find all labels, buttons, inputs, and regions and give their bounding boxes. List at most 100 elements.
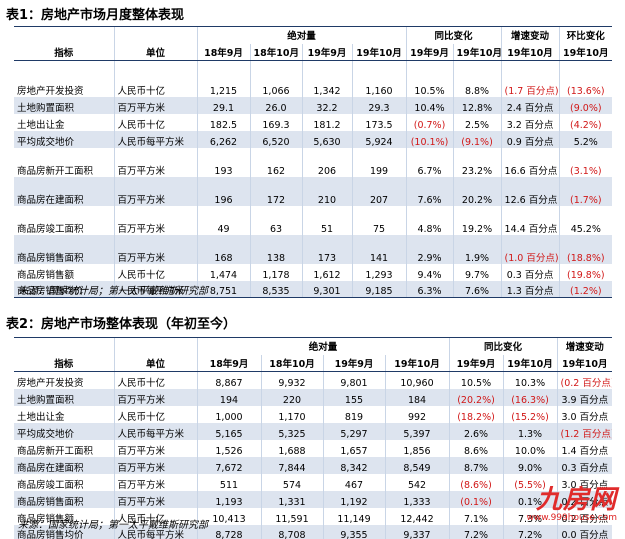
value-cell: 9.0%	[502, 456, 558, 474]
column-header: 指标	[14, 354, 114, 372]
table2-title: 表2：房地产市场整体表现（年初至今）	[6, 317, 237, 332]
value-cell: 7.3%	[502, 507, 558, 525]
value-cell: 2.5%	[452, 113, 502, 131]
value-cell: 1.3 百分点	[500, 280, 560, 298]
value-cell: 7.6%	[405, 176, 454, 206]
value-cell: (15.2%)	[502, 405, 558, 423]
value-cell: 11,149	[322, 507, 385, 525]
header-group: 同比变化	[405, 26, 502, 44]
column-header: 18年10月	[249, 43, 302, 61]
value-cell: 23.2%	[452, 147, 502, 177]
header-spacer	[113, 337, 197, 355]
header-spacer	[14, 337, 114, 355]
column-header: 18年9月	[196, 43, 250, 61]
value-cell: 7,672	[196, 456, 261, 474]
table-row: 商品房销售额 人民币十亿 1,474 1,178 1,612 1,293 9.4% 9.7% 0…	[14, 263, 613, 281]
value-cell: 1,331	[260, 490, 323, 508]
table1: 绝对量 同比变化 增速变动 环比变化 指标 单位 18年9月 18年10月 19年9月 19年10…	[14, 26, 613, 298]
value-cell: (9.1%)	[452, 130, 502, 148]
indicator-cell: 房地产开发投资	[17, 377, 84, 389]
value-cell: 10.4%	[405, 96, 454, 114]
value-cell: 0.3 百分点	[500, 263, 560, 281]
value-cell: 1,066	[249, 60, 302, 97]
table-row: 土地购置面积 百万平方米 29.1 26.0 32.2 29.3 10.4% 12.8% 2.4…	[14, 96, 613, 114]
value-cell: 5,165	[196, 422, 261, 440]
value-cell: 196	[196, 176, 250, 206]
value-cell: 8.7%	[448, 456, 504, 474]
value-cell: 1,192	[322, 490, 385, 508]
value-cell: 8,342	[322, 456, 385, 474]
header-column-row: 指标 单位 18年9月 18年10月 19年9月 19年10月 19年9月 19年10月 19年…	[14, 354, 613, 372]
value-cell: 3.0 百分点	[556, 473, 613, 491]
value-cell: (0.1%)	[448, 490, 504, 508]
value-cell: 1,688	[260, 439, 323, 457]
table-row: 房地产开发投资 人民币十亿 8,867 9,932 9,801 10,960 10.5% 10…	[14, 371, 613, 389]
value-cell: 1,612	[301, 263, 352, 281]
value-cell: 181.2	[301, 113, 352, 131]
indicator-cell: 房地产开发投资	[17, 85, 84, 97]
value-cell: 1,333	[384, 490, 450, 508]
value-cell: 7.6%	[452, 280, 502, 298]
value-cell: 9,337	[384, 524, 450, 539]
value-cell: 0.2 百分点	[556, 490, 613, 508]
value-cell: 5,325	[260, 422, 323, 440]
value-cell: 20.2%	[452, 176, 502, 206]
value-cell: 3.0 百分点	[556, 405, 613, 423]
column-header: 单位	[113, 354, 197, 372]
value-cell: 7.1%	[448, 507, 504, 525]
value-cell: 1,160	[351, 60, 407, 97]
value-cell: 138	[249, 234, 302, 264]
value-cell: 6.7%	[405, 147, 454, 177]
value-cell: 10.0%	[502, 439, 558, 457]
table-row: 商品房销售面积 百万平方米 168 138 173 141 2.9% 1.9% (1.0 百分点…	[14, 234, 613, 264]
value-cell: 6,262	[196, 130, 250, 148]
value-cell: 0.3 百分点	[556, 456, 613, 474]
column-header: 19年9月	[301, 43, 352, 61]
value-cell: 8,751	[196, 280, 250, 298]
indicator-cell: 商品房在建面积	[14, 456, 114, 474]
value-cell: 162	[249, 147, 302, 177]
value-cell: (18.2%)	[448, 405, 504, 423]
unit-cell: 人民币每平方米	[113, 422, 197, 440]
value-cell: 2.9%	[405, 234, 454, 264]
value-cell: 32.2	[301, 96, 352, 114]
value-cell: 1,293	[351, 263, 407, 281]
value-cell: 8,535	[249, 280, 302, 298]
value-cell: 9.4%	[405, 263, 454, 281]
column-header: 19年9月	[405, 43, 454, 61]
column-header: 19年9月	[322, 354, 385, 372]
unit-cell: 百万平方米	[113, 176, 197, 206]
value-cell: (1.0 百分点)	[500, 234, 560, 264]
column-header: 19年10月	[558, 43, 613, 61]
value-cell: (1.2 百分点)	[556, 422, 613, 440]
value-cell: 511	[196, 473, 261, 491]
value-cell: (4.2%)	[558, 113, 613, 131]
value-cell: (18.8%)	[558, 234, 613, 264]
header-group: 同比变化	[448, 337, 558, 355]
value-cell: 75	[351, 205, 407, 235]
value-cell: 45.2%	[558, 205, 613, 235]
value-cell: 2.4 百分点	[500, 96, 560, 114]
value-cell: 0.2 百分点	[556, 507, 613, 525]
value-cell: 172	[249, 176, 302, 206]
indicator-cell: 商品房销售额	[17, 269, 75, 281]
value-cell: 19.2%	[452, 205, 502, 235]
value-cell: 26.0	[249, 96, 302, 114]
value-cell: 10.3%	[502, 371, 558, 389]
value-cell: 1,526	[196, 439, 261, 457]
table-row: 商品房销售均价 人民币每平方米 8,728 8,708 9,355 9,337 7.2% 7.…	[14, 524, 613, 539]
column-header: 19年10月	[556, 354, 613, 372]
value-cell: 193	[196, 147, 250, 177]
value-cell: 1,856	[384, 439, 450, 457]
header-group-row: 绝对量 同比变化 增速变动	[14, 337, 613, 355]
unit-cell: 百万平方米	[113, 205, 197, 235]
value-cell: (0.7%)	[405, 113, 454, 131]
indicator-cell: 平均成交地价	[14, 422, 114, 440]
value-cell: 0.1%	[502, 490, 558, 508]
header-group: 环比变化	[558, 26, 613, 44]
column-header: 19年10月	[384, 354, 450, 372]
indicator-cell: 商品房竣工面积	[17, 479, 84, 491]
table2: 绝对量 同比变化 增速变动 指标 单位 18年9月 18年10月 19年9月 19年10月 19年…	[14, 337, 613, 539]
value-cell: 173	[301, 234, 352, 264]
value-cell: 0.9 百分点	[500, 130, 560, 148]
